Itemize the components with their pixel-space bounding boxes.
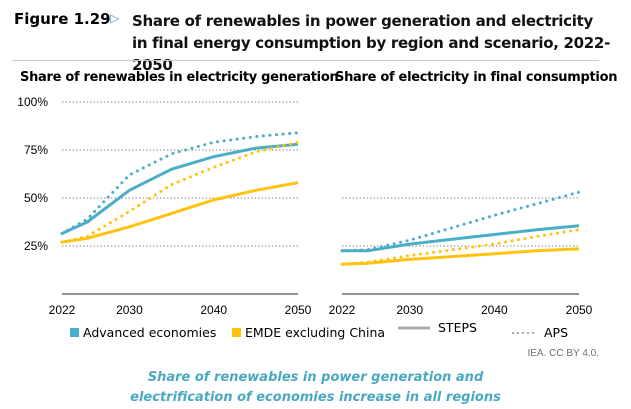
caption-line-2: electrification of economies increase in… [130,390,501,405]
x-tick-label: 2030 [116,303,143,317]
series-line-emde-excluding-china-steps [61,181,299,244]
figure-title: Share of renewables in power generation … [132,12,610,74]
dotted-line-icon [512,331,536,334]
x-tick-label: 2050 [285,303,312,317]
legend-item-advanced-economies: Advanced economies [70,325,216,340]
emde-swatch-icon [232,328,241,337]
legend-label: Advanced economies [83,325,217,340]
figure-number: Figure 1.29 [14,10,111,28]
series-line-advanced-economies-aps [340,190,581,253]
y-tick-label: 100% [17,95,48,109]
charts-canvas: 25% 50% 75% 100% 2022 2030 2040 2050 2022 2030 204… [17,95,593,317]
caption: Share of renewables in power generation … [0,368,631,408]
triangle-right-icon: ▷ [110,11,120,25]
legend-item-steps: STEPS [398,320,477,335]
legend-item-aps: APS [512,325,568,340]
x-tick-label: 2040 [481,303,508,317]
y-tick-label: 25% [24,239,48,253]
left-panel-title: Share of renewables in electricity gener… [20,70,339,85]
x-tick-label: 2040 [200,303,227,317]
legend-label: APS [544,325,569,340]
x-tick-label: 2050 [566,303,593,317]
series-line-advanced-economies-steps [342,224,580,253]
solid-line-icon [398,326,430,329]
caption-line-1: Share of renewables in power generation … [147,370,484,385]
advanced-economies-swatch-icon [70,328,79,337]
legend-label: EMDE excluding China [245,325,386,340]
series-line-emde-excluding-china-aps [60,140,300,244]
x-tick-label: 2030 [396,303,423,317]
series-line-emde-excluding-china-steps [341,247,580,266]
y-tick-label: 50% [24,191,48,205]
series-line-advanced-economies-aps [60,131,300,235]
credit-text: IEA. CC BY 4.0. [527,348,599,359]
legend-label: STEPS [438,320,477,335]
legend-item-emde: EMDE excluding China [232,325,385,340]
series-line-advanced-economies-steps [61,142,299,235]
x-tick-label: 2022 [49,303,76,317]
right-panel-title: Share of electricity in final consumptio… [335,70,618,85]
series-line-emde-excluding-china-aps [340,228,581,266]
y-tick-label: 75% [24,143,48,157]
x-tick-label: 2022 [329,303,356,317]
header-divider [12,60,599,61]
